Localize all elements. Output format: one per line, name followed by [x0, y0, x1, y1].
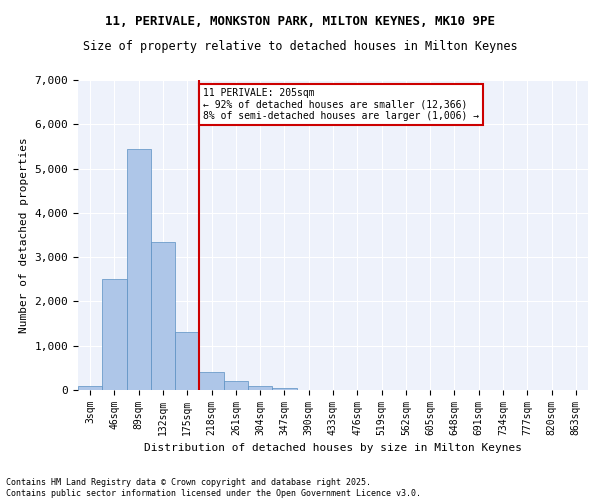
Text: 11 PERIVALE: 205sqm
← 92% of detached houses are smaller (12,366)
8% of semi-det: 11 PERIVALE: 205sqm ← 92% of detached ho…: [203, 88, 479, 121]
Bar: [248, 386, 272, 390]
Bar: [127, 148, 151, 390]
Bar: [151, 242, 175, 390]
Text: Contains HM Land Registry data © Crown copyright and database right 2025.
Contai: Contains HM Land Registry data © Crown c…: [6, 478, 421, 498]
Text: Size of property relative to detached houses in Milton Keynes: Size of property relative to detached ho…: [83, 40, 517, 53]
X-axis label: Distribution of detached houses by size in Milton Keynes: Distribution of detached houses by size …: [144, 444, 522, 454]
Y-axis label: Number of detached properties: Number of detached properties: [19, 137, 29, 333]
Bar: [102, 280, 127, 390]
Bar: [78, 386, 102, 390]
Bar: [272, 388, 296, 390]
Bar: [175, 332, 199, 390]
Bar: [224, 381, 248, 390]
Bar: [199, 372, 224, 390]
Text: 11, PERIVALE, MONKSTON PARK, MILTON KEYNES, MK10 9PE: 11, PERIVALE, MONKSTON PARK, MILTON KEYN…: [105, 15, 495, 28]
